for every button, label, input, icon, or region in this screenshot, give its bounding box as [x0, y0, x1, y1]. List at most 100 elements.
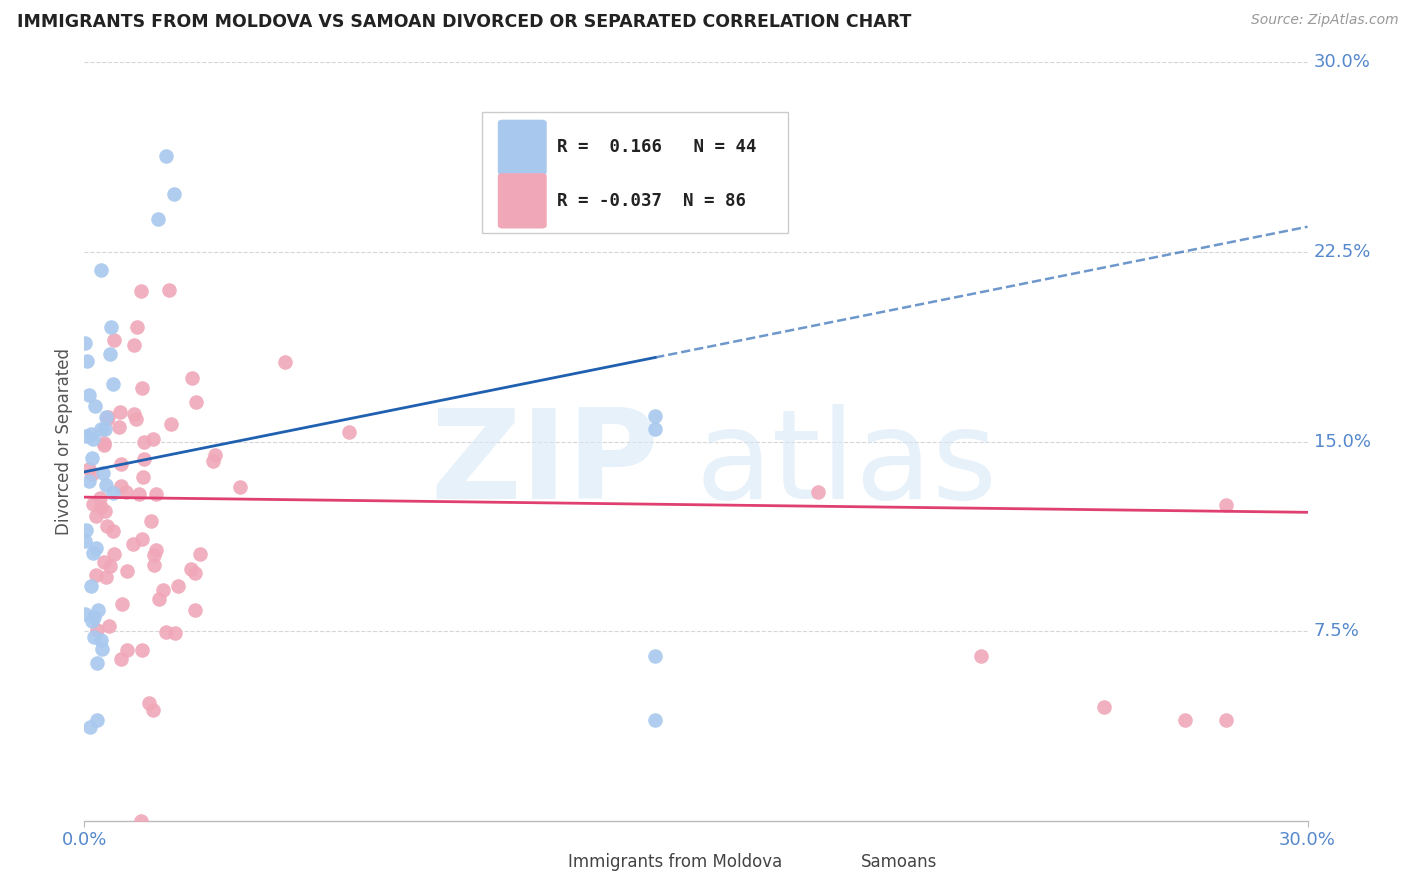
Point [131, 533, 153, 547]
Point [644, 409, 666, 424]
Point [128, 486, 150, 500]
Point [84, 541, 107, 555]
Point [166, 579, 188, 593]
Text: Source: ZipAtlas.com: Source: ZipAtlas.com [1251, 13, 1399, 28]
Point [82, 450, 104, 465]
Text: IMMIGRANTS FROM MOLDOVA VS SAMOAN DIVORCED OR SEPARATED CORRELATION CHART: IMMIGRANTS FROM MOLDOVA VS SAMOAN DIVORC… [17, 13, 911, 31]
Point [1174, 713, 1197, 727]
Point [155, 149, 177, 163]
Text: R = -0.037  N = 86: R = -0.037 N = 86 [557, 192, 745, 210]
Point [131, 643, 153, 657]
Point [152, 582, 174, 597]
Text: 30.0%: 30.0% [1313, 54, 1371, 71]
Point [90, 421, 112, 435]
Point [180, 562, 202, 576]
Point [163, 186, 186, 201]
Text: R =  0.166   N = 44: R = 0.166 N = 44 [557, 138, 756, 156]
Point [83, 399, 105, 413]
Point [970, 649, 993, 664]
Point [186, 394, 208, 409]
Point [97, 410, 120, 425]
Point [86, 603, 108, 617]
Point [98, 347, 121, 361]
Point [77, 387, 100, 401]
Point [93, 438, 115, 452]
Point [101, 377, 124, 392]
FancyBboxPatch shape [522, 845, 560, 880]
Point [132, 434, 155, 449]
Point [90, 632, 112, 647]
Text: Samoans: Samoans [860, 854, 938, 871]
Point [82, 433, 104, 447]
Point [204, 448, 226, 462]
FancyBboxPatch shape [482, 112, 787, 233]
Point [122, 338, 145, 352]
Point [165, 626, 187, 640]
Point [96, 569, 118, 583]
Point [83, 630, 105, 644]
Point [76, 354, 98, 368]
Point [131, 381, 153, 395]
Point [807, 485, 830, 500]
Point [96, 519, 118, 533]
Point [86, 656, 108, 670]
Point [111, 598, 134, 612]
Point [145, 487, 167, 501]
Point [79, 461, 101, 475]
Point [82, 546, 104, 560]
Point [160, 417, 183, 431]
Point [75, 336, 97, 351]
Point [142, 558, 165, 573]
Point [148, 592, 170, 607]
Point [337, 425, 360, 440]
Point [644, 649, 666, 664]
Point [145, 543, 167, 558]
Point [142, 703, 165, 717]
Point [274, 354, 297, 368]
Point [93, 555, 115, 569]
Text: 7.5%: 7.5% [1313, 622, 1360, 640]
Point [75, 534, 97, 549]
FancyBboxPatch shape [814, 845, 852, 880]
FancyBboxPatch shape [498, 173, 547, 228]
Point [90, 641, 112, 656]
Point [80, 426, 103, 441]
Point [103, 333, 125, 347]
Point [129, 284, 152, 298]
Point [82, 614, 104, 628]
Point [86, 713, 108, 727]
Point [138, 696, 160, 710]
Point [188, 547, 211, 561]
Point [184, 602, 207, 616]
Point [125, 412, 148, 426]
Point [115, 485, 138, 500]
Point [110, 652, 132, 666]
Point [96, 412, 118, 426]
Point [107, 420, 129, 434]
Point [181, 371, 204, 385]
Point [91, 466, 114, 480]
Point [157, 283, 180, 297]
Point [75, 523, 97, 537]
Point [94, 410, 117, 425]
Point [110, 457, 132, 471]
Point [93, 436, 115, 450]
Point [80, 579, 103, 593]
Point [79, 720, 101, 734]
Text: 22.5%: 22.5% [1313, 243, 1371, 261]
Point [103, 547, 125, 561]
Point [155, 624, 177, 639]
Point [201, 454, 224, 468]
Point [93, 422, 115, 436]
Point [90, 500, 112, 514]
Point [115, 643, 138, 657]
Point [129, 814, 152, 828]
Point [117, 564, 139, 578]
Point [1215, 498, 1237, 512]
Point [125, 319, 148, 334]
Text: ZIP: ZIP [430, 404, 659, 524]
Point [75, 607, 97, 621]
Point [86, 623, 108, 637]
Point [108, 405, 131, 419]
Point [644, 422, 666, 436]
